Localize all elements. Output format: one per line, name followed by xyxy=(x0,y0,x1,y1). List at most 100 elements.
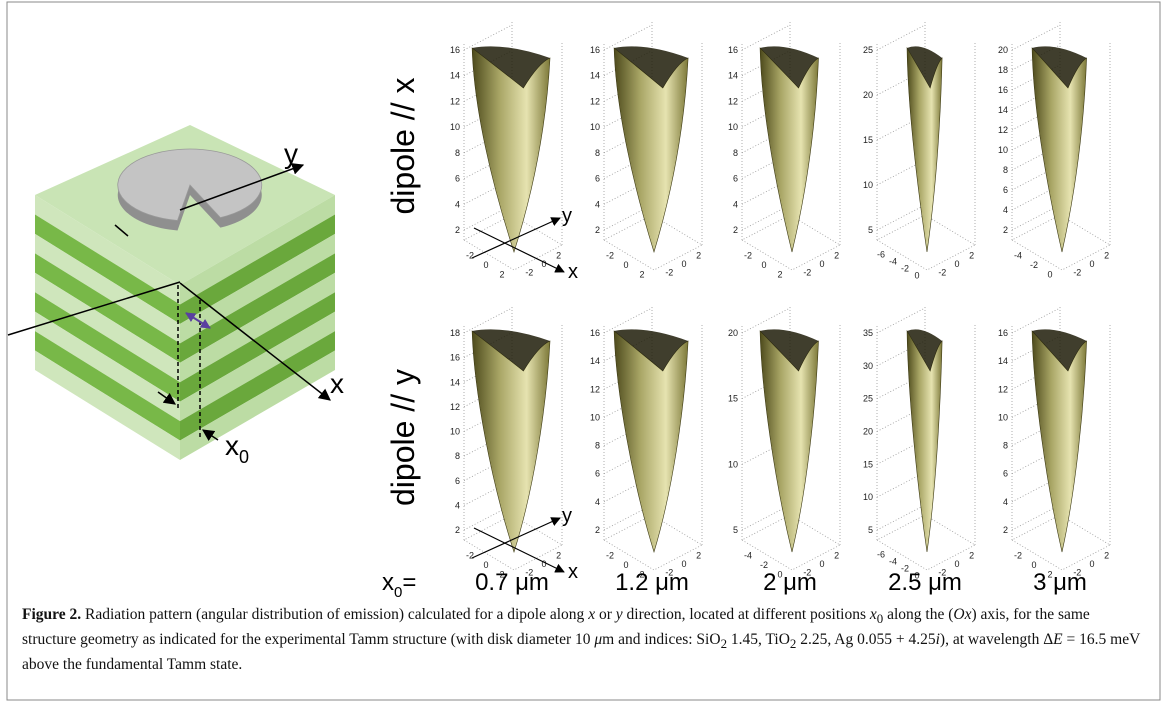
z-tick-label: 15 xyxy=(863,135,873,145)
z-tick-label: 15 xyxy=(728,394,738,404)
y-tick-label: -2 xyxy=(803,268,811,278)
y-tick-label: -2 xyxy=(1073,268,1081,278)
y-tick-label: 2 xyxy=(556,550,561,560)
x-tick-label: -2 xyxy=(606,551,614,561)
z-tick-label: 10 xyxy=(590,412,600,422)
z-tick-label: 18 xyxy=(998,65,1008,75)
z-tick-label: 2 xyxy=(455,225,460,235)
z-tick-label: 2 xyxy=(1003,525,1008,535)
z-tick-label: 10 xyxy=(998,145,1008,155)
z-tick-label: 14 xyxy=(450,71,460,81)
pattern-surface xyxy=(472,331,550,552)
z-tick-label: 10 xyxy=(450,427,460,437)
schematic: yxx0 xyxy=(8,125,344,467)
z-tick-label: 14 xyxy=(728,71,738,81)
pattern-surface xyxy=(472,48,550,252)
z-tick-label: 25 xyxy=(863,394,873,404)
caption-text: E xyxy=(1053,631,1062,648)
position-value: 1.2 μm xyxy=(615,569,689,596)
z-tick-label: 12 xyxy=(728,96,738,106)
z-tick-label: 20 xyxy=(728,328,738,338)
caption-text: Radiation pattern (angular distribution … xyxy=(81,606,588,623)
y-tick-label: 2 xyxy=(696,250,701,260)
x-tick-label: -6 xyxy=(877,550,885,560)
z-tick-label: 10 xyxy=(728,122,738,132)
y-tick-label: 2 xyxy=(969,250,974,260)
x-tick-label: 0 xyxy=(623,260,628,270)
grid-line xyxy=(464,308,512,333)
grid-line xyxy=(1012,25,1060,50)
y-tick-label: 0 xyxy=(541,559,546,569)
pattern-surface xyxy=(907,331,942,552)
y-tick-label: -2 xyxy=(525,268,533,278)
z-tick-label: 16 xyxy=(450,353,460,363)
z-tick-label: 12 xyxy=(590,96,600,106)
x-tick-label: -4 xyxy=(889,557,897,567)
caption-text: ), at wavelength Δ xyxy=(940,631,1053,648)
row-label: dipole // x xyxy=(385,78,421,215)
z-tick-label: 10 xyxy=(590,122,600,132)
z-tick-label: 14 xyxy=(998,105,1008,115)
grid-line xyxy=(1012,308,1060,333)
position-value: 2.5 μm xyxy=(888,569,962,596)
pattern-panel: 510152025-6-4-20-202 xyxy=(863,22,975,281)
y-tick-label: 0 xyxy=(954,259,959,269)
z-tick-label: 35 xyxy=(863,328,873,338)
x-tick-label: 0 xyxy=(761,260,766,270)
y-tick-label: 2 xyxy=(969,550,974,560)
caption-text: m and indices: SiO xyxy=(602,631,720,648)
z-tick-label: 16 xyxy=(450,45,460,55)
z-tick-label: 12 xyxy=(590,384,600,394)
y-tick-label: -2 xyxy=(938,268,946,278)
y-tick-label: 0 xyxy=(819,559,824,569)
z-tick-label: 14 xyxy=(590,71,600,81)
z-tick-label: 8 xyxy=(595,441,600,451)
z-tick-label: 16 xyxy=(998,85,1008,95)
grid-line xyxy=(877,308,925,333)
z-tick-label: 8 xyxy=(1003,441,1008,451)
y-tick-label: 0 xyxy=(1089,259,1094,269)
z-tick-label: 8 xyxy=(455,148,460,158)
pattern-panel: 246810121416-202-202 xyxy=(590,22,702,279)
axis-label: y xyxy=(562,205,572,227)
z-tick-label: 2 xyxy=(455,525,460,535)
z-tick-label: 4 xyxy=(1003,205,1008,215)
position-value: 2 μm xyxy=(763,569,817,596)
pattern-surface xyxy=(760,48,818,252)
x-tick-label: 0 xyxy=(914,271,919,281)
y-tick-label: 0 xyxy=(1089,559,1094,569)
z-tick-label: 5 xyxy=(868,225,873,235)
offset-label: x0 xyxy=(225,430,249,467)
z-tick-label: 6 xyxy=(455,174,460,184)
z-tick-label: 16 xyxy=(590,45,600,55)
z-tick-label: 5 xyxy=(868,525,873,535)
z-tick-label: 6 xyxy=(595,469,600,479)
z-tick-label: 5 xyxy=(733,525,738,535)
pattern-surface xyxy=(1032,48,1087,252)
z-tick-label: 6 xyxy=(595,174,600,184)
z-tick-label: 12 xyxy=(998,384,1008,394)
x-tick-label: 2 xyxy=(499,269,504,279)
grid-line xyxy=(742,308,790,333)
text-part: = xyxy=(402,569,416,596)
caption-text: x xyxy=(870,606,877,623)
z-tick-label: 20 xyxy=(998,45,1008,55)
axis-label: y xyxy=(562,505,572,527)
caption: Figure 2. Radiation pattern (angular dis… xyxy=(22,604,1147,675)
grid-line xyxy=(604,25,652,50)
x-tick-label: -2 xyxy=(466,251,474,261)
pattern-surface xyxy=(614,331,688,552)
text-part: x xyxy=(225,430,239,461)
y-tick-label: 2 xyxy=(834,550,839,560)
grid-line xyxy=(877,25,925,50)
y-tick-label: -2 xyxy=(665,268,673,278)
z-tick-label: 4 xyxy=(733,199,738,209)
grid-line xyxy=(742,25,790,50)
pattern-surface xyxy=(760,331,818,552)
z-tick-label: 6 xyxy=(1003,469,1008,479)
x-tick-label: 2 xyxy=(639,269,644,279)
